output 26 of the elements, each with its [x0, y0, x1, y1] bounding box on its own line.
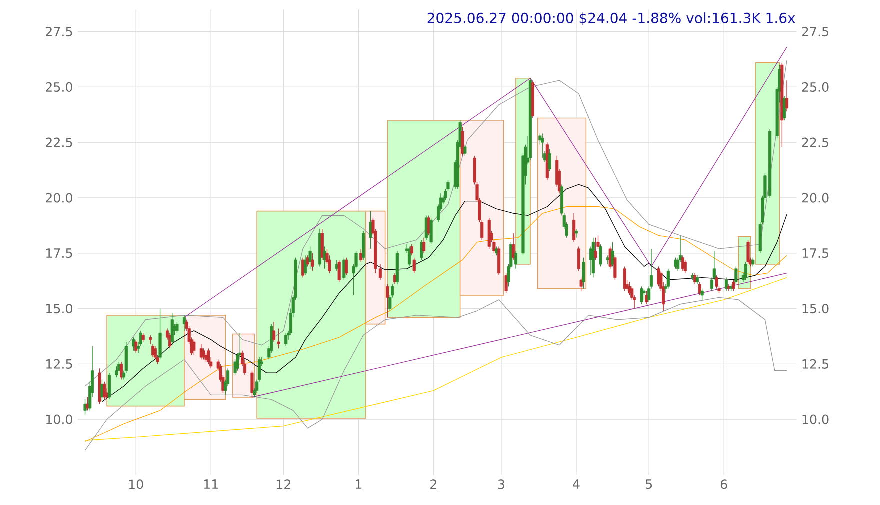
y-tick-label: 20.0: [46, 193, 72, 203]
chart-title: 2025.06.27 00:00:00 $24.04 -1.88% vol:161.3K 1.6x: [428, 12, 796, 26]
y2-tick-label: 20.0: [802, 193, 829, 203]
y-tick-label: 22.5: [46, 138, 72, 148]
y-tick-label: 17.5: [46, 248, 72, 258]
x-tick-label: 5: [646, 480, 652, 490]
x-tick-label: 12: [277, 480, 290, 490]
x-tick-label: 11: [204, 480, 218, 489]
y2-tick-label: 22.5: [802, 138, 828, 148]
x-tick-label: 2: [430, 480, 436, 490]
y2-tick-label: 27.5: [802, 27, 828, 37]
y2-tick-label: 10.0: [802, 414, 829, 424]
x-tick-label: 1: [356, 480, 362, 489]
x-tick-label: 10: [129, 480, 144, 490]
y-tick-label: 15.0: [46, 304, 72, 314]
x-tick-label: 6: [720, 480, 728, 490]
y-tick-label: 12.5: [46, 359, 72, 369]
y2-tick-label: 17.5: [802, 248, 828, 258]
x-tick-label: 4: [573, 480, 580, 489]
x-tick-label: 3: [498, 480, 504, 490]
y2-tick-label: 12.5: [802, 359, 828, 369]
y2-tick-label: 25.0: [802, 82, 829, 92]
y-tick-label: 27.5: [46, 27, 72, 37]
y2-tick-label: 15.0: [802, 304, 829, 314]
y-tick-label: 25.0: [46, 82, 72, 92]
y-tick-label: 10.0: [46, 414, 72, 424]
